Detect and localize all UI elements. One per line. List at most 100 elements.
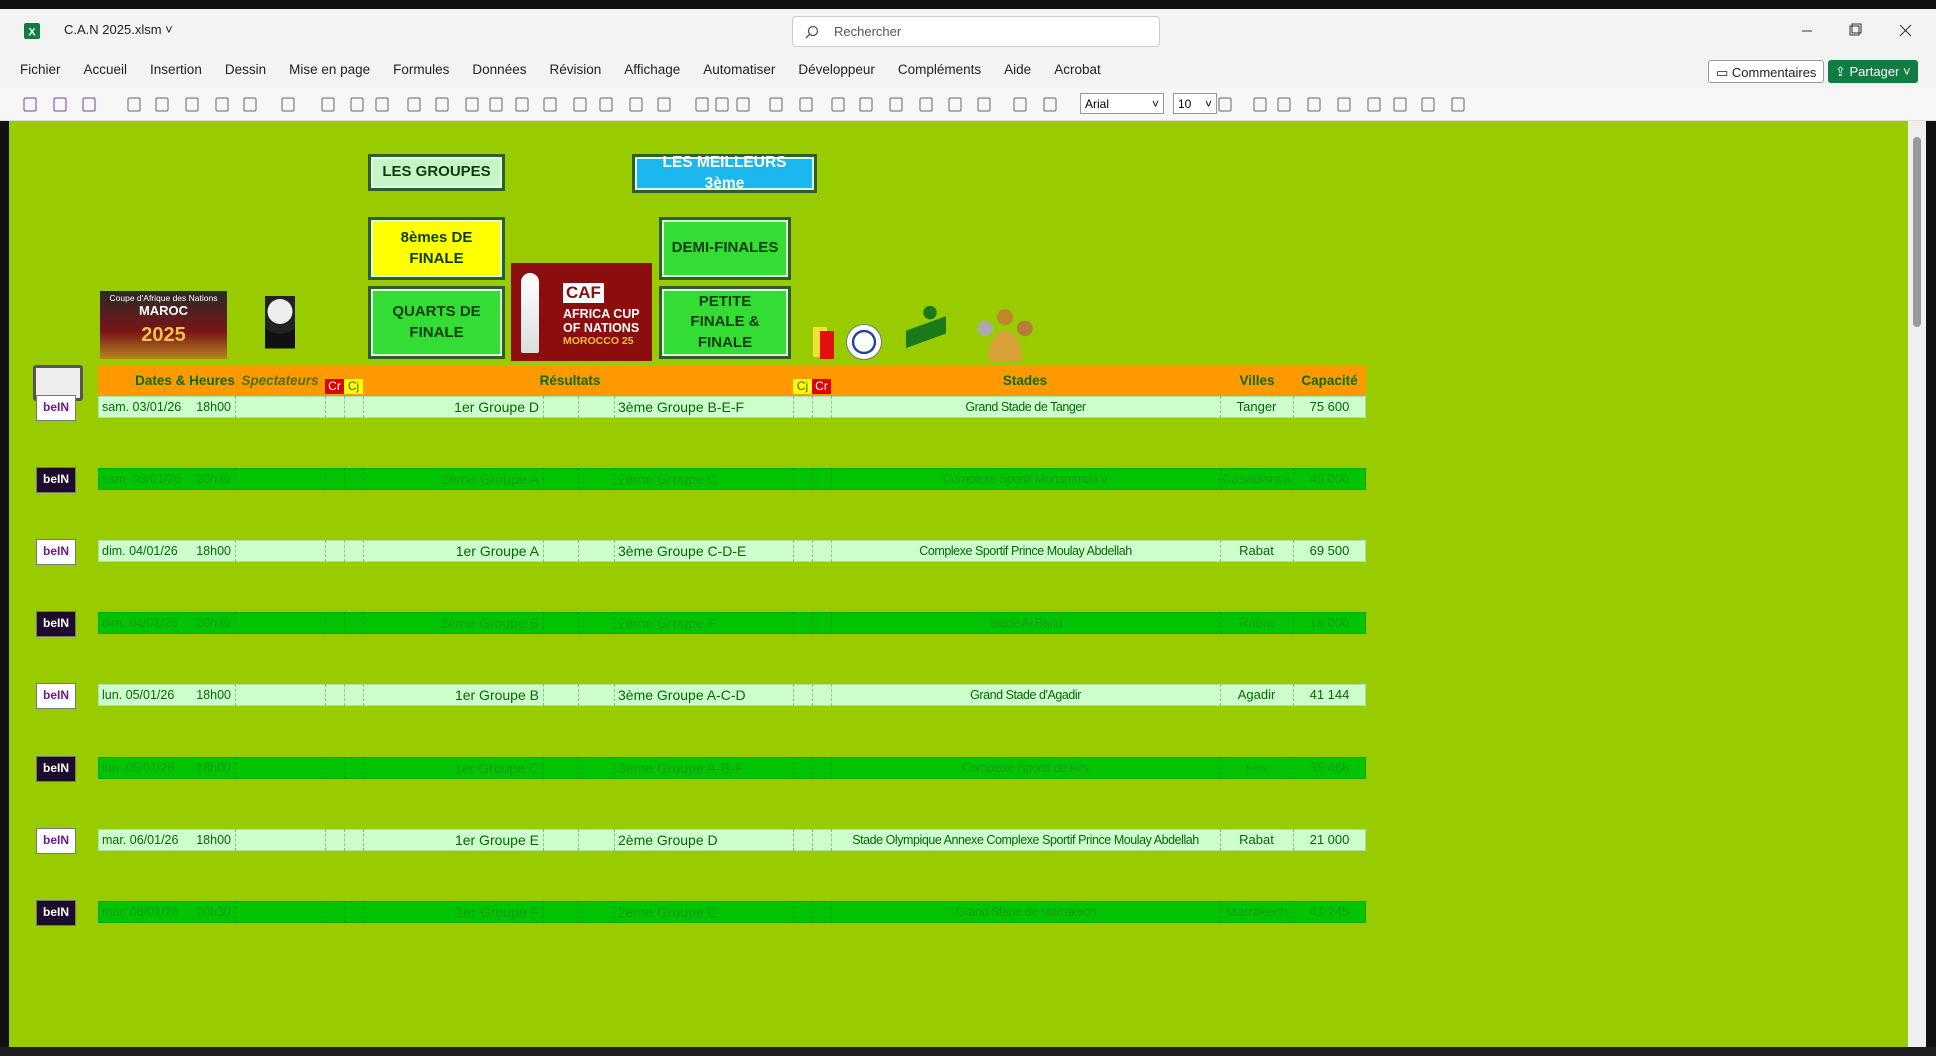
- toolbar-icon[interactable]: [435, 97, 449, 112]
- nav-button[interactable]: LES MEILLEURS 3ème: [632, 154, 817, 193]
- toolbar-icon[interactable]: [657, 97, 671, 112]
- cell-team2: 3ème Groupe C-D-E: [618, 543, 747, 560]
- toolbar-icon[interactable]: [1253, 97, 1267, 112]
- font-size[interactable]: 10: [1178, 97, 1192, 111]
- toolbar-icon[interactable]: [215, 97, 229, 112]
- toolbar-icon[interactable]: [1367, 97, 1381, 112]
- menu-item[interactable]: Aide: [1004, 62, 1032, 77]
- window-controls[interactable]: [1790, 21, 1920, 41]
- menu-list: Fichier Accueil Insertion Dessin Mise en pag…: [20, 62, 1101, 77]
- nav-button[interactable]: DEMI-FINALES: [659, 217, 791, 280]
- comments-label[interactable]: Commentaires: [1731, 65, 1817, 80]
- menu-item[interactable]: Développeur: [798, 62, 875, 77]
- font-select[interactable]: Arial ˅: [1080, 93, 1164, 114]
- toolbar-icon[interactable]: [695, 97, 709, 112]
- menu-item[interactable]: Formules: [393, 62, 450, 77]
- trophies-icon: [972, 306, 1038, 362]
- toolbar-icon[interactable]: [543, 97, 557, 112]
- menu-item[interactable]: Mise en page: [289, 62, 371, 77]
- vertical-scrollbar[interactable]: [1908, 121, 1926, 1047]
- toolbar-icon[interactable]: [1013, 97, 1027, 112]
- menu-item[interactable]: Données: [472, 62, 527, 77]
- toolbar-icon[interactable]: [350, 97, 364, 112]
- cell-border: [793, 540, 795, 563]
- share-button[interactable]: ⇪ Partager ˅: [1828, 60, 1918, 83]
- cell-border: [235, 468, 237, 491]
- column-header: Spectateurs: [241, 373, 319, 388]
- toolbar-icon[interactable]: [1307, 97, 1321, 112]
- row-background: [98, 468, 1366, 491]
- toolbar-icon[interactable]: [599, 97, 613, 112]
- toolbar-icon[interactable]: [375, 97, 389, 112]
- cell-border: [344, 684, 346, 707]
- toolbar-icon[interactable]: [715, 97, 729, 112]
- toolbar-icon[interactable]: [155, 97, 169, 112]
- comments-button[interactable]: ▭ Commentaires: [1708, 60, 1825, 83]
- toolbar-icon[interactable]: [515, 97, 529, 112]
- cell-border: [812, 396, 814, 418]
- search-box[interactable]: Rechercher: [792, 16, 1160, 47]
- toolbar-icon[interactable]: [769, 97, 783, 112]
- toolbar-icon[interactable]: [1421, 97, 1435, 112]
- share-label[interactable]: Partager: [1849, 64, 1900, 79]
- toolbar-icon[interactable]: [185, 97, 199, 112]
- caf-logo-text: AFRICA CUP: [563, 307, 640, 321]
- toolbar-icon[interactable]: [1277, 97, 1291, 112]
- toolbar-icon[interactable]: [573, 97, 587, 112]
- toolbar-icon[interactable]: [1337, 97, 1351, 112]
- cell-capacity: 41 144: [1309, 687, 1350, 703]
- cell-team2: 2ème Groupe D: [618, 831, 718, 848]
- toolbar-icon[interactable]: [53, 97, 67, 112]
- toolbar-icon[interactable]: [831, 97, 845, 112]
- scroll-thumb[interactable]: [1913, 137, 1921, 327]
- toolbar-icon[interactable]: [407, 97, 421, 112]
- toolbar-icon[interactable]: [1451, 97, 1465, 112]
- nav-button[interactable]: LES GROUPES: [368, 154, 505, 191]
- toolbar-icon[interactable]: [489, 97, 503, 112]
- menu-item[interactable]: Compléments: [897, 62, 982, 77]
- toolbar-icon[interactable]: [736, 97, 750, 112]
- menu-item[interactable]: Révision: [549, 62, 602, 77]
- font-name[interactable]: Arial: [1085, 97, 1110, 111]
- toolbar-icon[interactable]: [919, 97, 933, 112]
- toolbar-icon[interactable]: [1043, 97, 1057, 112]
- toolbar-icon[interactable]: [127, 97, 141, 112]
- menu-item[interactable]: Dessin: [224, 62, 267, 77]
- toolbar-icon[interactable]: [859, 97, 873, 112]
- cell-border: [578, 900, 580, 923]
- file-title[interactable]: C.A.N 2025.xlsm: [64, 22, 162, 37]
- menu-item[interactable]: Accueil: [83, 62, 128, 77]
- toolbar-icon[interactable]: [629, 97, 643, 112]
- menu-item[interactable]: Affichage: [624, 62, 681, 77]
- ball-icon: [846, 324, 882, 360]
- row-background: [98, 540, 1366, 563]
- cell-team1: 1er Groupe D: [454, 399, 539, 415]
- nav-button[interactable]: PETITE FINALE & FINALE: [659, 286, 791, 359]
- toolbar-icon[interactable]: [82, 97, 96, 112]
- cell-team1: 1er Groupe A: [455, 543, 539, 560]
- toolbar-icon[interactable]: [465, 97, 479, 112]
- cell-border: [543, 684, 545, 707]
- toolbar-icon[interactable]: [1393, 97, 1407, 112]
- toolbar-icon[interactable]: [1218, 97, 1232, 112]
- file-name[interactable]: C.A.N 2025.xlsm ˅: [64, 22, 173, 37]
- toolbar-icon[interactable]: [321, 97, 335, 112]
- toolbar-icon[interactable]: [23, 97, 37, 112]
- toolbar-icon[interactable]: [243, 97, 257, 112]
- toolbar-icon[interactable]: [889, 97, 903, 112]
- cell-border: [344, 612, 346, 635]
- column-header: Résultats: [539, 373, 601, 388]
- toolbar-icon[interactable]: [281, 97, 295, 112]
- nav-button[interactable]: QUARTS DE FINALE: [368, 286, 505, 359]
- menu-item[interactable]: Acrobat: [1054, 62, 1101, 77]
- menu-item[interactable]: Automatiser: [703, 62, 776, 77]
- cell-team2: 2ème Groupe E: [618, 903, 717, 920]
- size-select[interactable]: 10 ˅: [1173, 93, 1217, 114]
- toolbar-icon[interactable]: [799, 97, 813, 112]
- toolbar-icon[interactable]: [948, 97, 962, 112]
- nav-button[interactable]: 8èmes DE FINALE: [368, 217, 505, 280]
- menu-item[interactable]: Fichier: [20, 62, 61, 77]
- cell-city: Fès: [1245, 759, 1268, 775]
- toolbar-icon[interactable]: [977, 97, 991, 112]
- menu-item[interactable]: Insertion: [150, 62, 202, 77]
